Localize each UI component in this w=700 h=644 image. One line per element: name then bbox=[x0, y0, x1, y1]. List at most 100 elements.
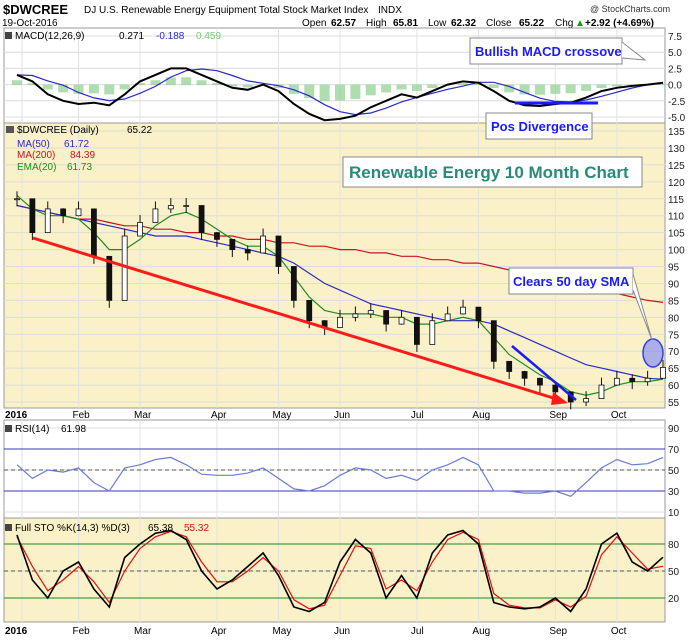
price-candle bbox=[137, 222, 143, 237]
low-value: 62.32 bbox=[451, 18, 476, 29]
price-tick-label: 135 bbox=[668, 127, 685, 138]
price-tick-label: 80 bbox=[668, 313, 680, 324]
sto-label: Full STO %K(14,3) %D(3) bbox=[15, 523, 130, 534]
price-candle bbox=[506, 360, 513, 372]
close-value: 65.22 bbox=[519, 18, 544, 29]
month-label: Jun bbox=[334, 626, 350, 637]
callout-pointer bbox=[632, 273, 653, 341]
macd-hist-bar bbox=[596, 84, 607, 89]
macd-hist-bar bbox=[396, 84, 407, 90]
chart-date: 19-Oct-2016 bbox=[2, 18, 58, 29]
macd-hist-bar bbox=[196, 80, 207, 86]
macd-hist: 0.459 bbox=[196, 31, 221, 42]
price-tick-label: 110 bbox=[668, 212, 684, 223]
ma200-value: 84.39 bbox=[70, 150, 95, 161]
macd-hist-bar bbox=[488, 84, 499, 89]
price-candle bbox=[414, 316, 420, 345]
panel-icon bbox=[5, 425, 12, 432]
macd-hist-bar bbox=[550, 84, 561, 94]
macd-hist-bar bbox=[519, 84, 530, 95]
macd-hist-bar bbox=[242, 84, 253, 88]
macd-tick-label: 5.0 bbox=[668, 48, 682, 59]
chg-value: +2.92 (+4.69%) bbox=[585, 18, 654, 29]
macd-tick-label: 7.5 bbox=[668, 32, 682, 43]
macd-hist-bar bbox=[581, 84, 592, 91]
price-candle bbox=[106, 255, 113, 301]
month-label: Jul bbox=[411, 626, 424, 637]
watermark: @ StockCharts.com bbox=[590, 4, 670, 14]
macd-hist-bar bbox=[73, 84, 84, 94]
rsi-tick-label: 10 bbox=[668, 508, 680, 519]
month-label: Mar bbox=[134, 410, 152, 421]
close-label: Close bbox=[486, 18, 512, 29]
month-label: Oct bbox=[611, 626, 627, 637]
price-divergence-line bbox=[511, 345, 577, 401]
price-candle bbox=[490, 320, 497, 362]
sto-k: 65.38 bbox=[148, 523, 173, 534]
macd-hist-bar bbox=[88, 84, 99, 94]
price-candle bbox=[214, 232, 220, 240]
month-label: May bbox=[272, 626, 291, 637]
callout-box bbox=[485, 112, 593, 140]
price-tick-label: 65 bbox=[668, 364, 680, 375]
callout-box bbox=[508, 267, 634, 295]
ohlc-readout: Open 62.57 High 65.81 Low 62.32 Close 65… bbox=[302, 18, 654, 29]
high-value: 65.81 bbox=[393, 18, 418, 29]
callout-sma: Clears 50 day SMA bbox=[513, 274, 630, 289]
macd-tick-label: -5.0 bbox=[668, 113, 686, 124]
callout-crossover: Bullish MACD crossover bbox=[475, 44, 627, 59]
macd-hist-bar bbox=[150, 80, 161, 86]
price-tick-label: 70 bbox=[668, 347, 680, 358]
price-candle bbox=[290, 266, 297, 301]
price-candle bbox=[598, 384, 605, 400]
macd-hist-bar bbox=[181, 77, 192, 86]
sto-d-line bbox=[16, 530, 664, 610]
macd-hist-bar bbox=[104, 84, 115, 95]
callout-divergence: Pos Divergence bbox=[491, 119, 589, 134]
macd-hist-bar bbox=[227, 84, 238, 87]
price-candle bbox=[552, 384, 559, 393]
month-label: Mar bbox=[134, 626, 152, 637]
month-label: May bbox=[272, 410, 291, 421]
rsi-tick-label: 90 bbox=[668, 424, 680, 435]
price-candle bbox=[521, 371, 528, 379]
macd-hist-bar bbox=[381, 84, 392, 93]
panel-icon bbox=[5, 524, 12, 531]
macd-hist-bar bbox=[611, 84, 622, 87]
price-candle bbox=[60, 208, 67, 217]
price-candle bbox=[429, 320, 436, 345]
downtrend-arrow-icon bbox=[551, 392, 568, 405]
high-label: High bbox=[366, 18, 387, 29]
macd-hist-bar bbox=[165, 77, 176, 86]
macd-hist-bar bbox=[350, 84, 361, 100]
rsi-tick-label: 50 bbox=[668, 466, 680, 477]
macd-hist-bar bbox=[211, 83, 222, 86]
annotations: Bullish MACD crossover Pos Divergence Re… bbox=[32, 37, 664, 405]
downtrend-line bbox=[32, 236, 564, 403]
price-tick-label: 100 bbox=[668, 246, 685, 257]
price-tick-label: 115 bbox=[668, 195, 684, 206]
price-candle bbox=[44, 208, 51, 234]
month-label: 2016 bbox=[5, 626, 28, 637]
macd-hist-bar bbox=[365, 84, 376, 96]
price-candle bbox=[152, 208, 159, 223]
price-tick-label: 55 bbox=[668, 398, 680, 409]
price-candle bbox=[367, 310, 374, 315]
macd-tick-label: -2.5 bbox=[668, 97, 686, 108]
macd-hist-bar bbox=[658, 83, 668, 86]
macd-hist-bar bbox=[42, 84, 53, 90]
chg-arrow-icon: ▲ bbox=[575, 18, 585, 29]
rsi-tick-label: 30 bbox=[668, 487, 680, 498]
macd-hist-bar bbox=[135, 83, 146, 86]
price-candle bbox=[475, 306, 482, 322]
price-candle bbox=[14, 198, 20, 201]
macd-hist-bar bbox=[58, 84, 69, 93]
open-label: Open bbox=[302, 18, 326, 29]
symbol: $DWCREE bbox=[3, 2, 68, 17]
price-candle bbox=[198, 205, 205, 234]
rsi-value: 61.98 bbox=[61, 424, 86, 435]
price-tick-label: 95 bbox=[668, 263, 680, 274]
price-candle bbox=[229, 238, 236, 250]
macd-hist-bar bbox=[427, 84, 438, 89]
